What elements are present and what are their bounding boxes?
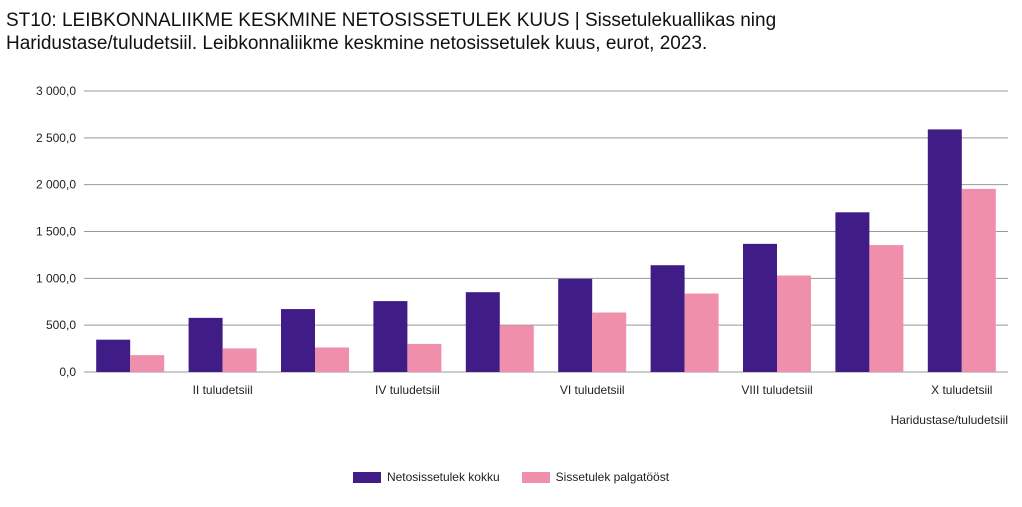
- legend-label-series-2: Sissetulek palgatööst: [555, 470, 670, 484]
- y-tick-label-1: 500,0: [46, 318, 76, 332]
- legend-swatch-series-2: [521, 471, 550, 483]
- bar-series-2-6: [592, 312, 627, 372]
- bar-series-2-1: [130, 355, 165, 372]
- bar-series-1-7: [650, 265, 685, 372]
- x-tick-label-6: VI tuludetsiil: [560, 383, 625, 397]
- x-axis-title: Haridustase/tuludetsiil: [891, 413, 1008, 427]
- bar-series-2-10: [961, 188, 996, 372]
- chart-title-line-2: Haridustase/tuludetsiil. Leibkonnaliikme…: [6, 33, 708, 54]
- legend: Netosissetulek kokku Sissetulek palgatöö…: [0, 470, 1022, 484]
- y-tick-label-5: 2 500,0: [36, 131, 76, 145]
- legend-label-series-1: Netosissetulek kokku: [386, 470, 500, 484]
- bar-series-2-9: [869, 245, 904, 372]
- bar-series-2-2: [222, 348, 257, 372]
- bar-series-1-10: [927, 129, 962, 372]
- bar-series-2-7: [684, 293, 719, 372]
- bar-series-2-8: [777, 275, 811, 372]
- bar-series-1-2: [188, 317, 223, 372]
- legend-item-series-2[interactable]: Sissetulek palgatööst: [521, 470, 670, 484]
- bar-series-1-6: [558, 278, 593, 372]
- y-tick-label-2: 1 000,0: [36, 271, 76, 285]
- bar-series-2-3: [315, 347, 349, 372]
- legend-swatch-series-1: [352, 471, 381, 483]
- bar-series-1-1: [96, 339, 131, 372]
- bar-series-2-5: [499, 325, 534, 372]
- y-tick-label-0: 0,0: [59, 365, 76, 379]
- legend-item-series-1[interactable]: Netosissetulek kokku: [352, 470, 500, 484]
- x-tick-label-2: II tuludetsiil: [193, 383, 253, 397]
- y-tick-label-3: 1 500,0: [36, 225, 76, 239]
- bar-series-1-5: [465, 292, 500, 372]
- chart-title: ST10: LEIBKONNALIIKME KESKMINE NETOSISSE…: [6, 9, 1016, 55]
- bar-series-1-4: [373, 301, 408, 372]
- y-tick-label-4: 2 000,0: [36, 178, 76, 192]
- x-tick-label-8: VIII tuludetsiil: [741, 383, 812, 397]
- y-tick-label-6: 3 000,0: [36, 84, 76, 98]
- x-tick-label-4: IV tuludetsiil: [375, 383, 440, 397]
- chart-title-line-1: ST10: LEIBKONNALIIKME KESKMINE NETOSISSE…: [6, 10, 777, 31]
- bar-series-1-9: [835, 212, 870, 372]
- bar-series-2-4: [407, 343, 442, 372]
- bar-series-1-3: [281, 309, 315, 372]
- bar-series-1-8: [743, 243, 777, 372]
- x-tick-label-10: X tuludetsiil: [931, 383, 992, 397]
